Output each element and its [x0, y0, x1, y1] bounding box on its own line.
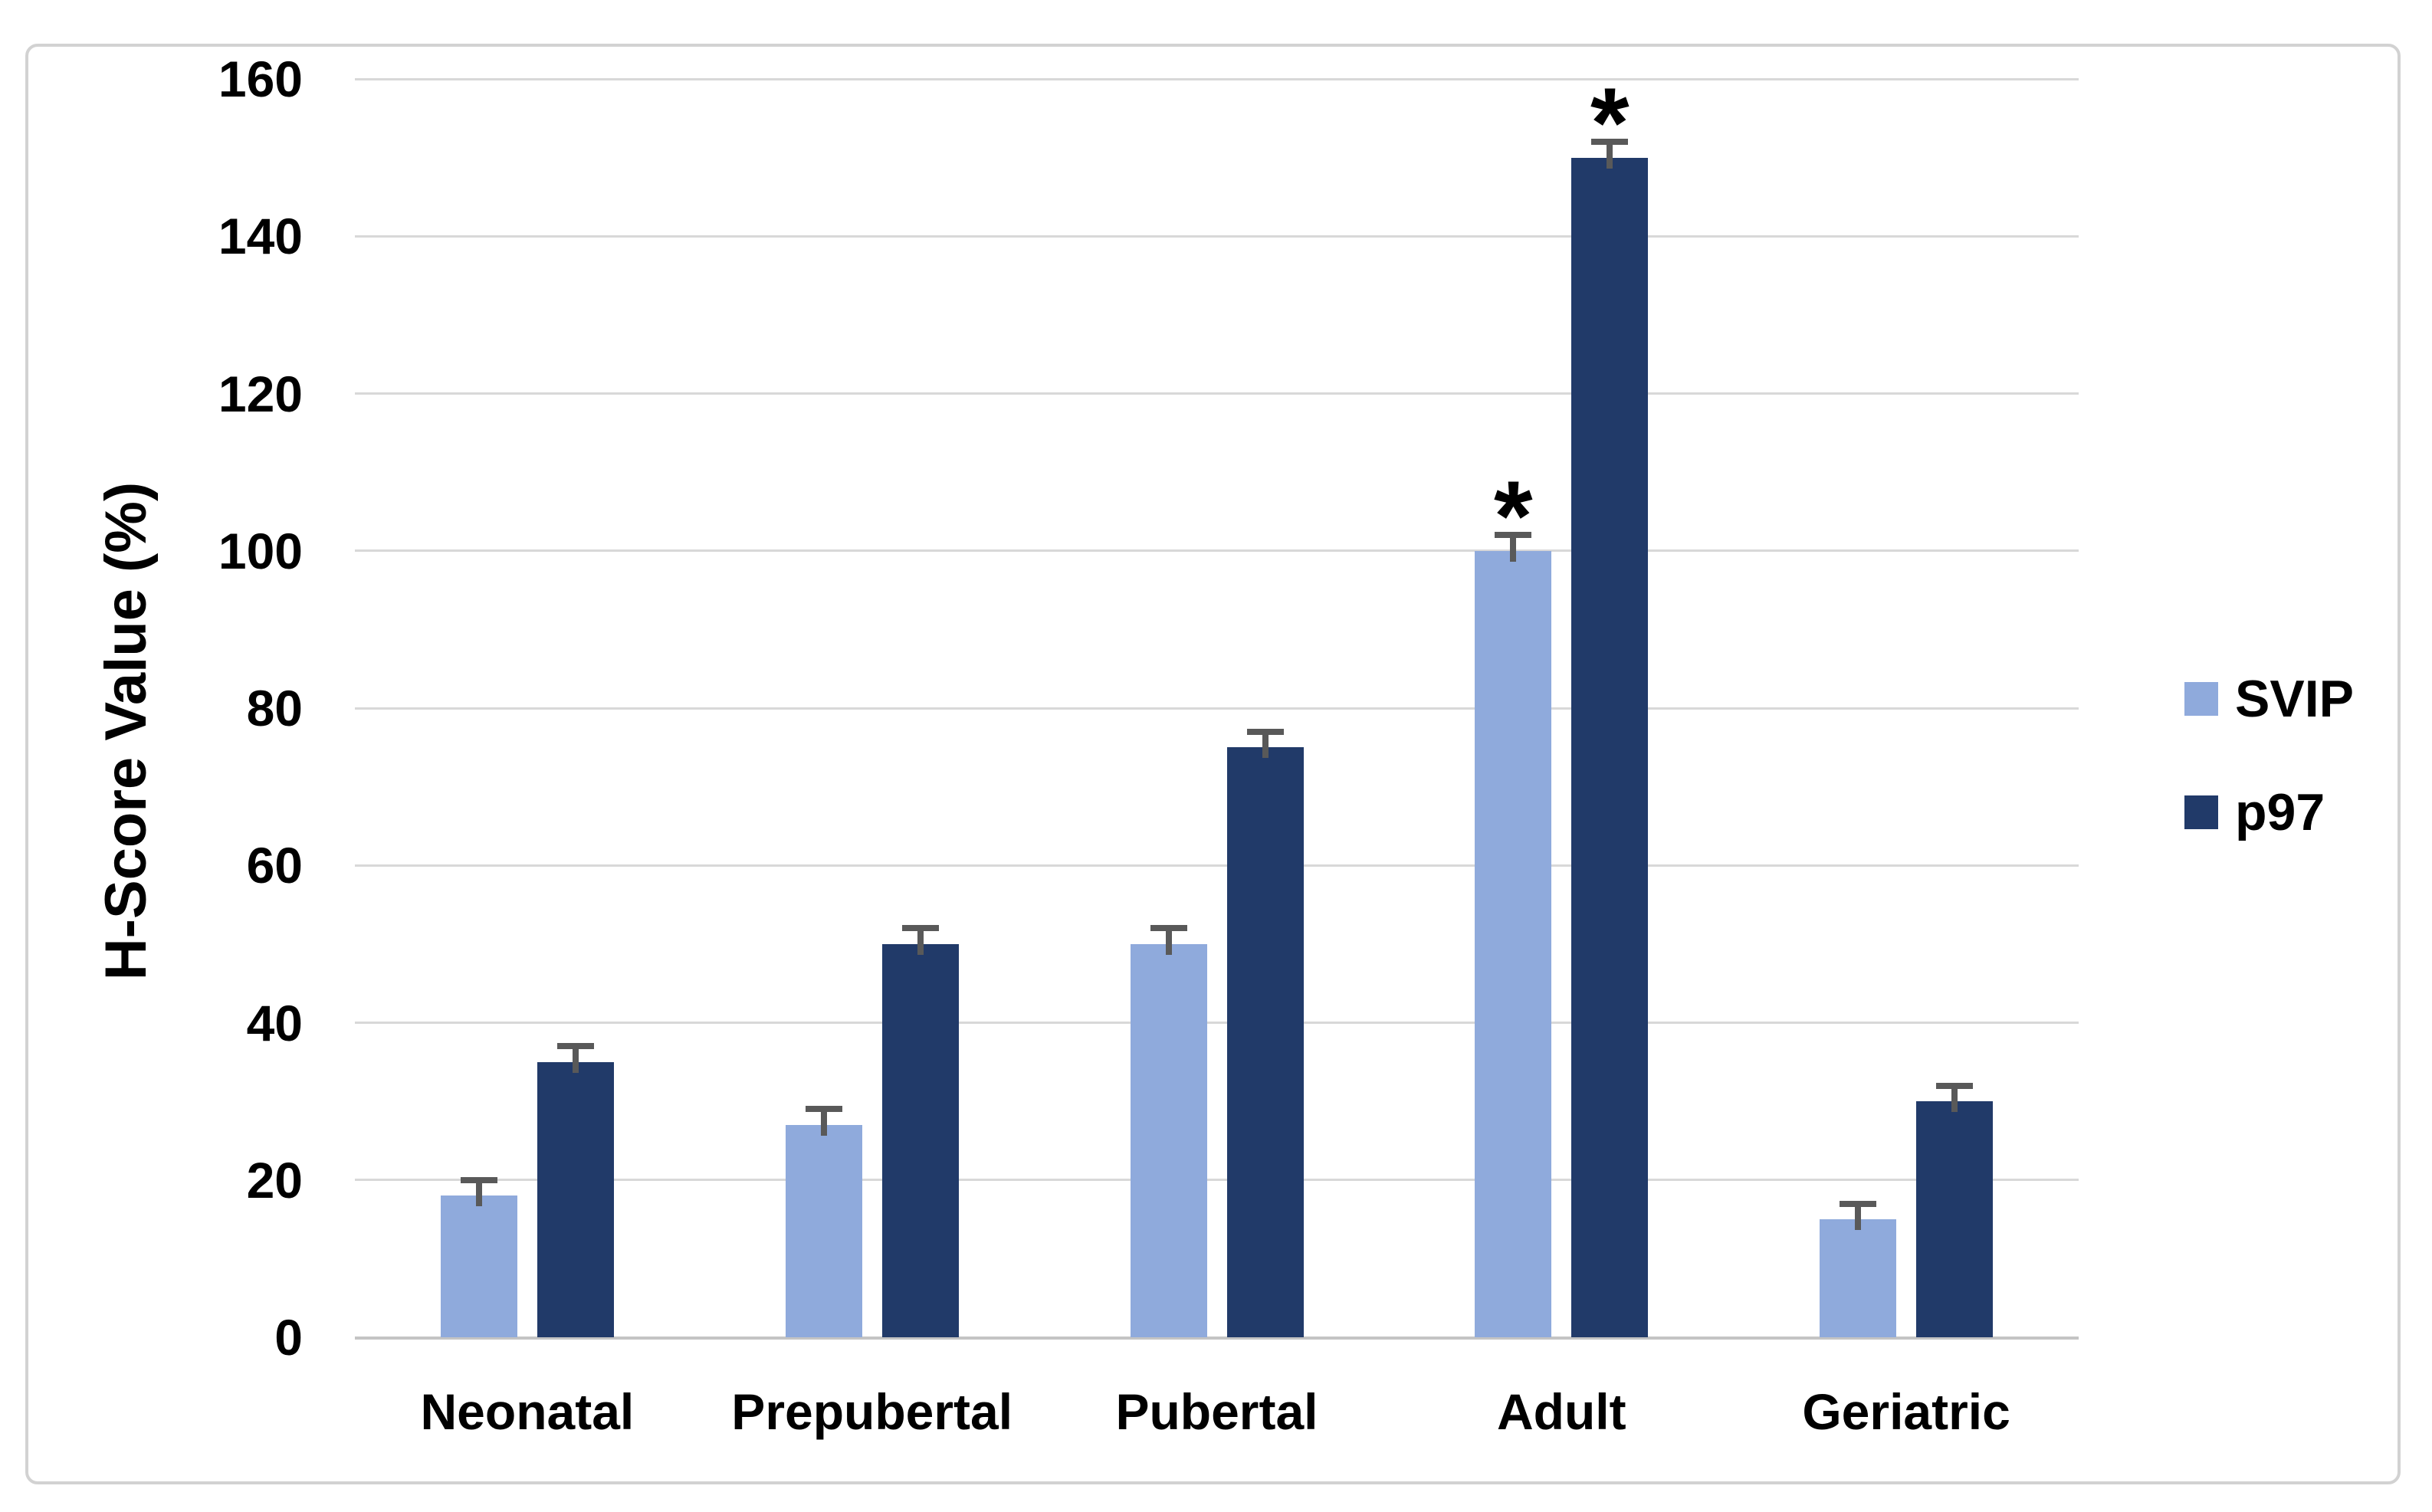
- x-category-label: Neonatal: [420, 1383, 635, 1440]
- gridline: [355, 77, 2079, 80]
- bar-geriatric-svip: [1820, 1219, 1897, 1337]
- chart-frame: [25, 44, 2401, 1484]
- x-axis-line: [355, 1336, 2079, 1340]
- y-tick-label: 140: [218, 208, 303, 265]
- bar-neonatal-p97: [537, 1061, 614, 1337]
- gridline: [355, 549, 2079, 553]
- error-bar-whisker: [1951, 1085, 1958, 1113]
- y-tick-label: 160: [218, 51, 303, 107]
- error-bar-whisker: [572, 1046, 579, 1073]
- error-bar-cap: [805, 1106, 842, 1113]
- x-category-label: Pubertal: [1115, 1383, 1318, 1440]
- error-bar-cap: [1840, 1200, 1877, 1207]
- gridline: [355, 864, 2079, 867]
- legend-label-svip: SVIP: [2235, 670, 2354, 728]
- x-category-label: Adult: [1496, 1383, 1626, 1440]
- bar-neonatal-svip: [440, 1195, 517, 1337]
- error-bar-whisker: [1607, 142, 1613, 169]
- gridline: [355, 235, 2079, 238]
- bar-adult-svip: [1475, 550, 1552, 1337]
- y-tick-label: 20: [246, 1151, 303, 1209]
- legend-entry-svip: SVIP: [2184, 670, 2354, 728]
- significance-asterisk: *: [1590, 67, 1630, 179]
- bar-adult-p97: [1571, 157, 1649, 1337]
- bar-geriatric-p97: [1916, 1101, 1994, 1337]
- error-bar-cap: [1591, 139, 1629, 146]
- bar-pubertal-p97: [1226, 747, 1304, 1337]
- y-tick-label: 100: [218, 522, 303, 579]
- gridline: [355, 1179, 2079, 1182]
- error-bar-cap: [1936, 1082, 1974, 1089]
- gridline: [355, 707, 2079, 710]
- error-bar-whisker: [1855, 1203, 1862, 1231]
- error-bar-whisker: [475, 1179, 482, 1207]
- legend-label-p97: p97: [2235, 783, 2325, 841]
- error-bar-cap: [1246, 728, 1284, 735]
- legend-entry-p97: p97: [2184, 783, 2325, 841]
- gridline: [355, 1022, 2079, 1024]
- y-tick-label: 40: [246, 994, 303, 1051]
- error-bar-whisker: [1262, 731, 1269, 759]
- legend-swatch-p97: [2184, 795, 2218, 829]
- significance-asterisk: *: [1494, 460, 1533, 572]
- error-bar-whisker: [1165, 928, 1172, 955]
- x-category-label: Prepubertal: [731, 1383, 1013, 1440]
- y-tick-label: 80: [246, 680, 303, 736]
- error-bar-cap: [1150, 925, 1187, 932]
- gridline: [355, 392, 2079, 395]
- error-bar-cap: [1495, 532, 1532, 539]
- error-bar-whisker: [917, 928, 924, 955]
- error-bar-cap: [460, 1176, 497, 1183]
- error-bar-whisker: [1510, 535, 1517, 562]
- y-tick-label: 120: [218, 365, 303, 422]
- error-bar-cap: [556, 1043, 594, 1050]
- plot-area: * *: [355, 73, 2079, 1340]
- legend-swatch-svip: [2184, 682, 2218, 716]
- error-bar-cap: [901, 925, 939, 932]
- bar-prepubertal-svip: [785, 1124, 862, 1337]
- error-bar-whisker: [820, 1109, 827, 1136]
- x-category-label: Geriatric: [1802, 1383, 2010, 1440]
- bar-prepubertal-p97: [881, 943, 959, 1337]
- bar-pubertal-svip: [1130, 943, 1207, 1337]
- y-tick-label: 60: [246, 837, 303, 894]
- y-tick-label: 0: [274, 1309, 303, 1366]
